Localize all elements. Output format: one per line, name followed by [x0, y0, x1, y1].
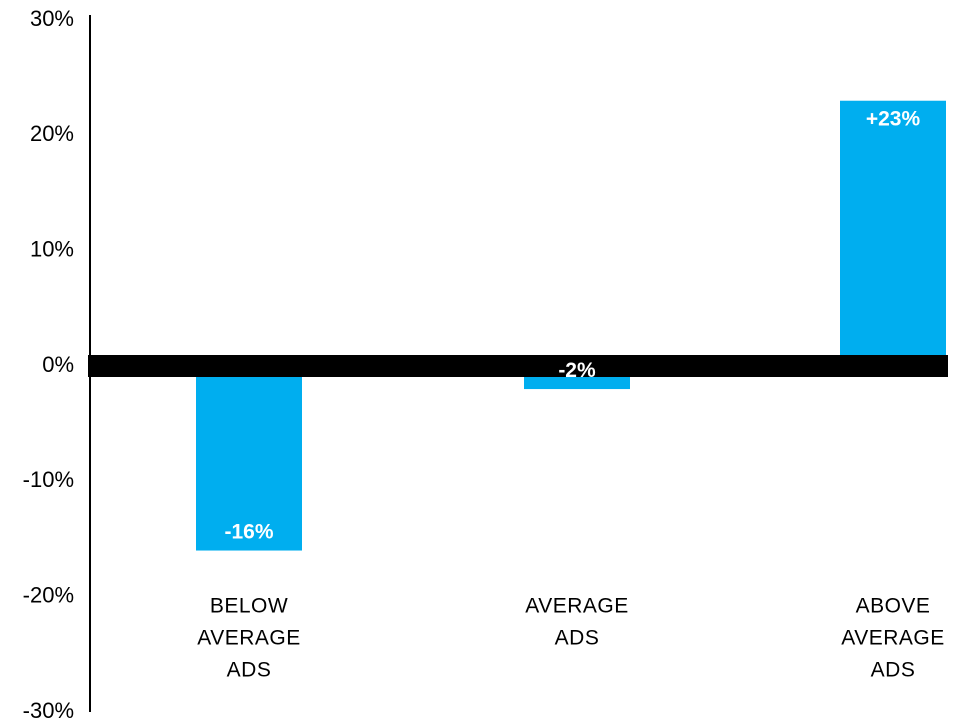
y-tick-label: 30% — [30, 6, 74, 31]
category-label: AVERAGE — [197, 627, 300, 650]
category-label: BELOW — [210, 595, 288, 618]
category-label: ADS — [227, 659, 272, 682]
y-tick-label: 10% — [30, 236, 74, 261]
y-tick-label: 0% — [42, 352, 74, 377]
bar-value-label: +23% — [866, 108, 921, 131]
bars — [196, 100, 946, 551]
bar-value-label: -16% — [224, 521, 273, 544]
y-tick-label: -30% — [23, 698, 74, 723]
data-labels: -16% -2% +23% — [224, 108, 920, 544]
category-label: ADS — [555, 627, 600, 650]
bar — [196, 377, 302, 551]
y-tick-labels: 30% 20% 10% 0% -10% -20% -30% — [23, 6, 74, 723]
bar — [840, 100, 946, 355]
y-tick-label: -10% — [23, 467, 74, 492]
category-label: AVERAGE — [841, 627, 944, 650]
bar-value-label: -2% — [558, 359, 596, 382]
zero-baseline — [88, 355, 948, 377]
category-labels: BELOW AVERAGE ADS AVERAGE ADS ABOVE AVERAGE ADS — [197, 595, 944, 682]
category-label: ADS — [871, 659, 916, 682]
category-label: AVERAGE — [525, 595, 628, 618]
y-tick-label: 20% — [30, 121, 74, 146]
category-label: ABOVE — [856, 595, 931, 618]
bar — [524, 377, 630, 390]
y-tick-label: -20% — [23, 582, 74, 607]
